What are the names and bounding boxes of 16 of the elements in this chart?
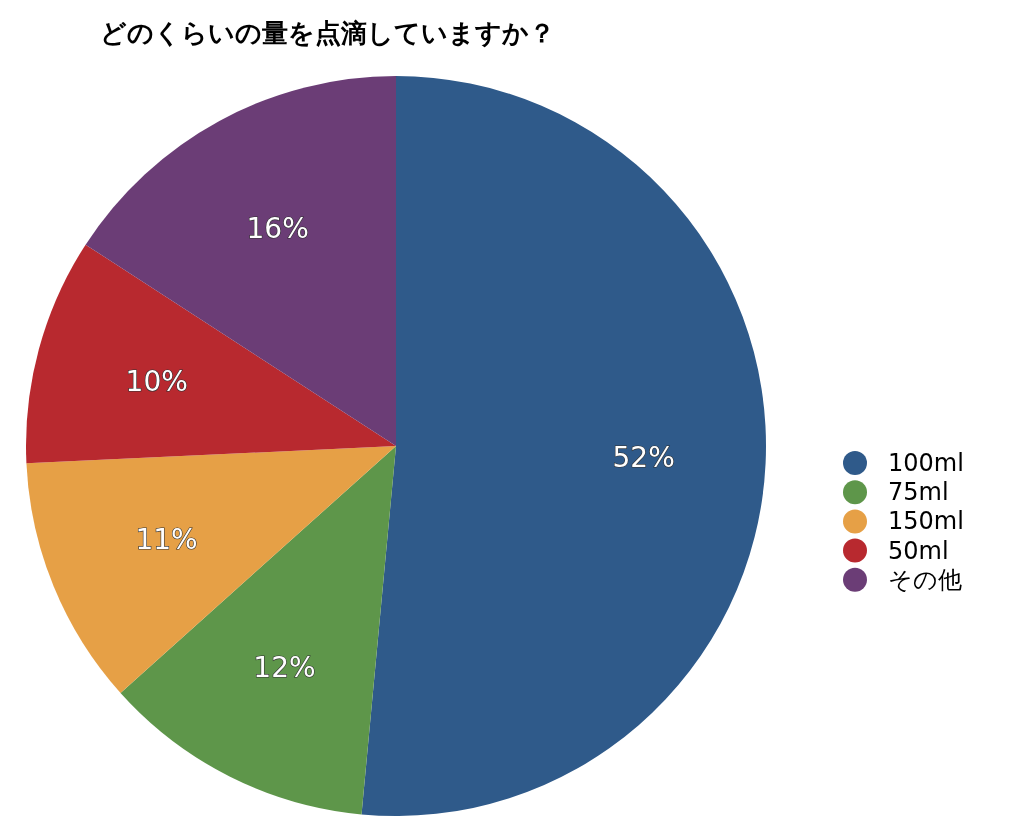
pie-slice (85, 76, 396, 446)
legend-label: 50ml (888, 536, 949, 565)
legend-label: 150ml (888, 507, 964, 536)
data-label: 12% (253, 650, 316, 684)
pie-slice (361, 76, 766, 816)
chart-title: どのくらいの量を点滴していますか？ (100, 18, 555, 48)
data-label: 52% (612, 441, 675, 475)
data-label: 10% (125, 364, 188, 398)
legend-label: 75ml (888, 478, 949, 507)
legend-label: 100ml (888, 449, 964, 477)
pie-slice (120, 446, 396, 815)
pie-slice (26, 446, 396, 694)
data-label: 16% (246, 211, 309, 245)
pie-slice (26, 244, 396, 464)
legend-label: その他 (888, 565, 962, 594)
data-label: 11% (135, 523, 198, 557)
